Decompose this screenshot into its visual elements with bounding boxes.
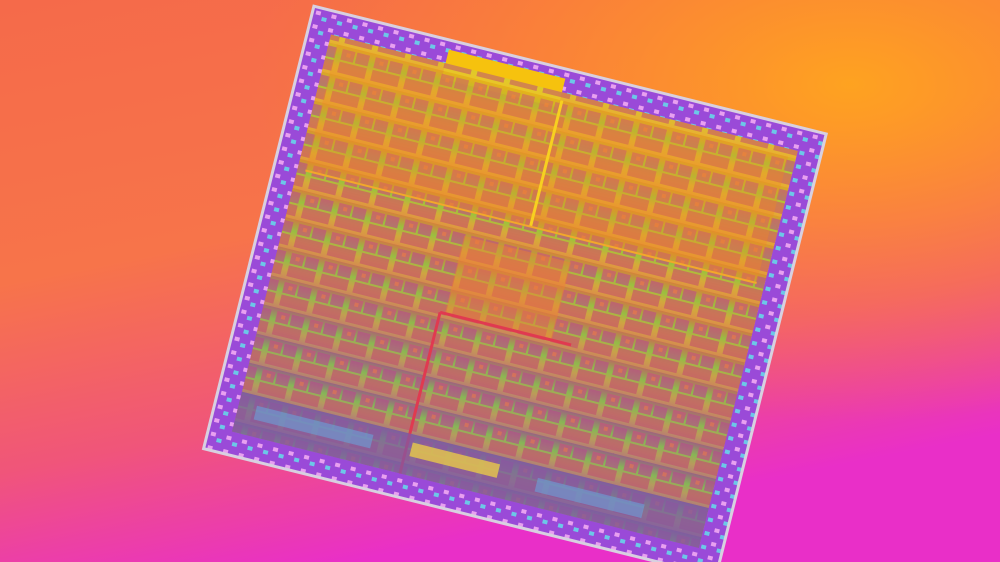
logic-cells <box>232 34 798 548</box>
divider <box>439 310 572 347</box>
center-block <box>444 235 572 341</box>
divider <box>529 100 564 227</box>
io-block <box>534 477 645 519</box>
divider <box>305 169 757 284</box>
io-block <box>253 405 374 449</box>
chip-die <box>201 4 829 562</box>
io-block <box>409 442 501 478</box>
